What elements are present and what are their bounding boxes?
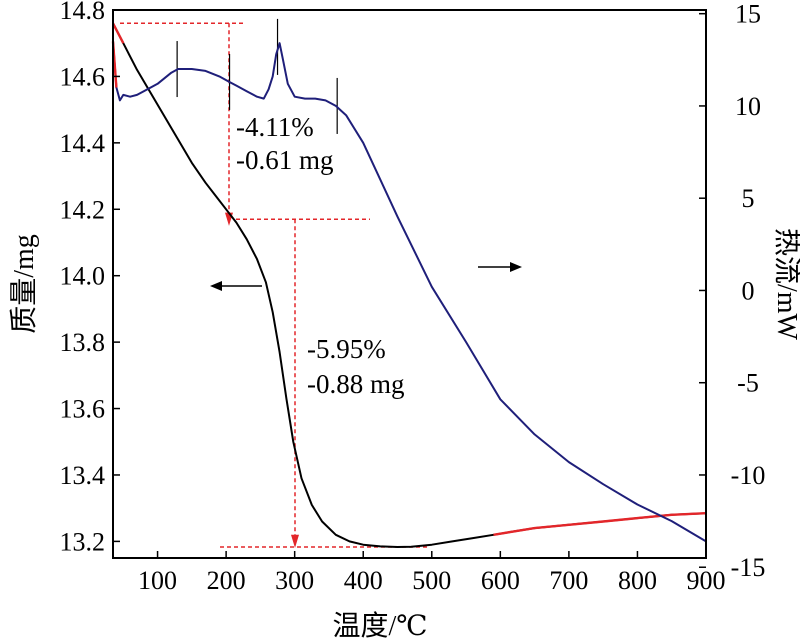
x-axis-ticks: 100 200 300 400 500 600 700 800 900 [138,551,726,595]
y-right-tick-label: -10 [731,461,766,490]
y-right-axis-title: 热流/mW [771,228,800,341]
annotation-2-percent: -5.95% [307,334,386,364]
annotation-1-mass: -0.61 mg [236,145,334,175]
x-tick-label: 600 [481,566,520,595]
y-left-tick-label: 14.8 [60,0,106,25]
highlight-segment [111,22,125,44]
annotation-1-percent: -4.11% [236,112,314,142]
y-left-tick-label: 13.6 [60,395,106,424]
plot-frame [112,9,707,559]
y-right-axis-ticks: -15 -10 -5 0 5 10 15 [699,0,765,582]
mass-curve [112,22,707,548]
y-right-tick-label: 10 [735,92,761,121]
y-right-tick-label: 5 [742,184,755,213]
y-right-tick-label: 0 [742,276,755,305]
highlight-segment [493,512,707,536]
x-tick-label: 100 [138,566,177,595]
x-axis-title: 温度/℃ [332,610,427,642]
y-left-axis-title: 质量/mg [8,234,40,334]
y-left-axis-ticks: 13.2 13.4 13.6 13.8 14.0 14.2 14.4 14.6 14.8 [60,0,120,556]
heat-flow-axis-arrowhead [510,262,522,272]
x-tick-label: 400 [344,566,383,595]
y-left-tick-label: 13.2 [60,527,106,556]
mass-axis-arrowhead [210,281,222,291]
y-right-tick-label: -5 [737,369,759,398]
direction-arrows [210,262,522,291]
series-layer [111,22,707,548]
y-left-tick-label: 14.0 [60,262,106,291]
x-tick-label: 800 [618,566,657,595]
x-tick-label: 500 [412,566,451,595]
y-right-tick-label: 15 [735,0,761,29]
y-left-tick-label: 14.4 [60,129,106,158]
y-left-tick-label: 13.4 [60,461,106,490]
x-tick-label: 900 [687,566,726,595]
x-tick-label: 200 [207,566,246,595]
heat-flow-curve [112,41,707,543]
x-tick-label: 300 [275,566,314,595]
y-right-tick-label: -15 [731,553,766,582]
x-tick-label: 700 [549,566,588,595]
annotation-2-mass: -0.88 mg [307,369,405,399]
y-left-tick-label: 13.8 [60,328,106,357]
y-left-tick-label: 14.2 [60,195,106,224]
step2-arrow-head [291,534,299,549]
y-left-tick-label: 14.6 [60,62,106,91]
guide-lines [120,18,430,549]
